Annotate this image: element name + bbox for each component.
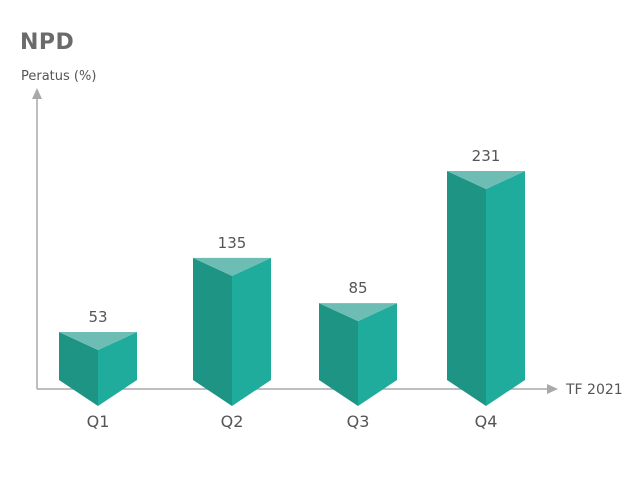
y-axis-label: Peratus (%) xyxy=(21,69,96,84)
bar-right-face xyxy=(358,303,397,406)
bar-left-face xyxy=(193,257,232,406)
bar-right-face xyxy=(486,171,525,406)
bar-value-label: 135 xyxy=(218,234,247,252)
y-axis-arrow xyxy=(32,88,42,99)
bar-value-label: 85 xyxy=(348,279,367,297)
x-tick-label: Q4 xyxy=(475,412,498,431)
bar-q2 xyxy=(193,257,271,406)
bar-q1 xyxy=(59,332,137,406)
bar-right-face xyxy=(98,332,137,406)
bar-q4 xyxy=(447,171,525,406)
bar-left-face xyxy=(447,171,486,406)
bar-top-face xyxy=(319,303,397,322)
x-tick-label: Q1 xyxy=(87,412,110,431)
x-tick-label: Q2 xyxy=(221,412,244,431)
bar-left-face xyxy=(59,332,98,406)
bars-group: 53 Q1 135 Q2 85 Q3 231 Q4 xyxy=(59,147,525,431)
bar-top-face xyxy=(447,171,525,189)
bar-left-face xyxy=(319,303,358,406)
x-axis-arrow xyxy=(547,384,558,394)
bar-value-label: 231 xyxy=(472,147,501,165)
bar-right-face xyxy=(232,257,271,406)
bar-top-face xyxy=(59,332,137,351)
x-tick-label: Q3 xyxy=(347,412,370,431)
chart-title: NPD xyxy=(20,30,75,55)
bar-value-label: 53 xyxy=(88,308,107,326)
bar-q3 xyxy=(319,303,397,406)
bar-top-face xyxy=(193,257,271,276)
x-axis-label: TF 2021 xyxy=(565,382,623,398)
